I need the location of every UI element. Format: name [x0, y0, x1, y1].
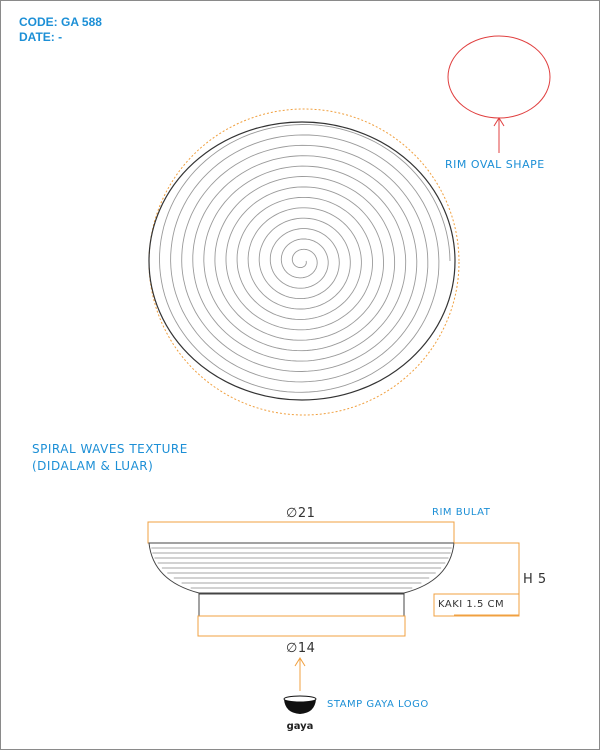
product-date: DATE: -	[19, 30, 63, 44]
bowl-side-view	[147, 521, 520, 637]
kaki-box	[433, 593, 520, 617]
product-code: CODE: GA 588	[19, 15, 102, 29]
gaya-bowl-logo-icon: gaya	[283, 695, 317, 732]
rim-oval-shape-label: RIM OVAL SHAPE	[445, 158, 545, 171]
spiral-texture	[159, 124, 451, 393]
texture-label-line1: SPIRAL WAVES TEXTURE	[32, 442, 188, 456]
bowl-foot	[198, 593, 405, 617]
texture-label-line2: (DIDALAM & LUAR)	[32, 459, 154, 473]
kaki-label: KAKI 1.5 CM	[438, 599, 505, 610]
outer-dotted-outline	[148, 108, 460, 416]
height-label: H 5	[523, 572, 547, 587]
bowl-wave-lines	[151, 547, 452, 589]
foot-diameter-label: ∅14	[286, 641, 316, 656]
stamp-label: STAMP GAYA LOGO	[327, 699, 429, 710]
plate-top-view	[148, 108, 460, 416]
rim-bulat-label: RIM BULAT	[432, 507, 491, 518]
stamp-arrowhead	[294, 657, 306, 667]
rim-oval-arrowhead	[493, 117, 505, 127]
foot-dimension-box	[197, 615, 406, 637]
rim-diameter-label: ∅21	[286, 506, 316, 521]
plate-rim-outline	[148, 121, 456, 401]
rim-dimension-box	[147, 521, 455, 544]
spiral-line	[159, 124, 451, 393]
logo-text: gaya	[287, 721, 314, 732]
height-bracket	[454, 542, 520, 616]
rim-oval-shape-sketch	[447, 35, 551, 119]
